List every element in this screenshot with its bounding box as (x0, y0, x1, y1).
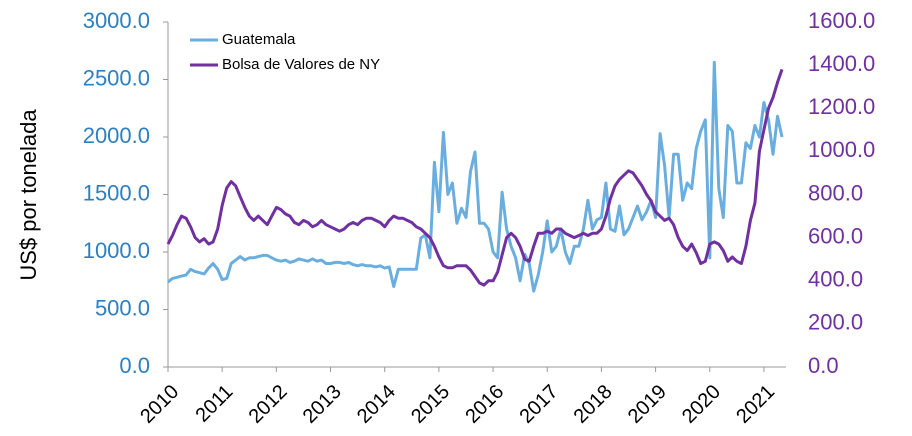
y2-tick-label: 1000.0 (808, 137, 875, 162)
y2-tick-label: 1400.0 (808, 51, 875, 76)
y-tick-label: 3000.0 (83, 8, 150, 33)
y-tick-label: 1000.0 (83, 238, 150, 263)
y2-tick-label: 0.0 (808, 353, 839, 378)
legend-label: Guatemala (222, 31, 296, 48)
x-tick-label: 2013 (299, 381, 346, 428)
x-tick-label: 2020 (678, 381, 725, 428)
series-line (167, 60, 784, 293)
x-tick-label: 2012 (245, 381, 292, 428)
x-tick-label: 2010 (136, 381, 183, 428)
y-tick-label: 1500.0 (83, 180, 150, 205)
y2-tick-label: 1200.0 (808, 94, 875, 119)
series-line (166, 68, 784, 287)
x-tick-label: 2015 (407, 381, 454, 428)
x-tick-label: 2017 (515, 381, 562, 428)
y-axis-title: US$ por tonelada (16, 109, 41, 281)
y2-tick-label: 400.0 (808, 267, 863, 292)
y-tick-label: 0.0 (119, 353, 150, 378)
legend-label: Bolsa de Valores de NY (222, 56, 380, 73)
x-tick-label: 2014 (353, 381, 400, 428)
y2-tick-label: 800.0 (808, 180, 863, 205)
y-tick-label: 2500.0 (83, 65, 150, 90)
x-tick-label: 2016 (461, 381, 508, 428)
y-tick-label: 2000.0 (83, 123, 150, 148)
x-tick-label: 2018 (570, 381, 617, 428)
x-tick-label: 2019 (624, 381, 671, 428)
x-tick-label: 2021 (732, 381, 779, 428)
x-tick-label: 2011 (191, 381, 237, 427)
y2-tick-label: 1600.0 (808, 8, 875, 33)
y-tick-label: 500.0 (95, 295, 150, 320)
y2-tick-label: 600.0 (808, 223, 863, 248)
y2-tick-label: 200.0 (808, 310, 863, 335)
